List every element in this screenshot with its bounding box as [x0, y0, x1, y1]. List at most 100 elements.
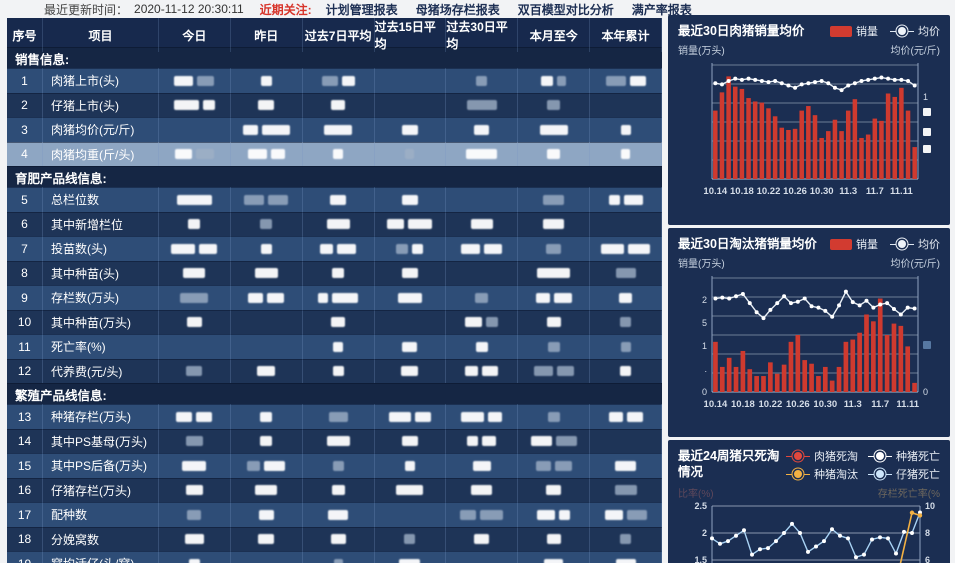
table-row[interactable]: 15 其中PS后备(万头)	[7, 453, 662, 478]
report-link-1[interactable]: 计划管理报表	[325, 2, 398, 17]
legend-item-种猪死亡[interactable]: 种猪死亡	[868, 448, 940, 464]
legend-item-均价[interactable]: 均价	[890, 236, 940, 252]
redacted-blob	[260, 219, 273, 230]
redacted-value-cell	[230, 428, 303, 453]
row-item-label: 投苗数(头)	[43, 236, 159, 261]
redacted-value-cell	[302, 141, 375, 166]
column-header: 过去30日平均	[446, 18, 519, 52]
redacted-value-cell	[230, 68, 303, 93]
topbar: 最近更新时间： 2020-11-12 20:30:11 近期关注: 计划管理报表…	[0, 0, 955, 18]
legend-item-均价[interactable]: 均价	[890, 23, 940, 39]
cull-sales-plot[interactable]: 10.14 10.18 10.22 10.26 10.30 11.3 11.7 11.11 2 5…	[678, 270, 940, 428]
table-row[interactable]: 4 肉猪均重(斤/头)	[7, 141, 662, 166]
row-item-label: 存栏数(万头)	[43, 285, 159, 310]
svg-text:10.26: 10.26	[786, 399, 810, 410]
pig-sales-plot[interactable]: 10.14 10.18 10.22 10.26 10.30 11.3 11.7 11.11 1	[678, 57, 940, 215]
table-row[interactable]: 3 肉猪均价(元/斤)	[7, 117, 662, 142]
report-link-3[interactable]: 双百模型对比分析	[517, 2, 614, 17]
report-links: 计划管理报表 母猪场存栏报表 双百模型对比分析 满产率报表	[326, 1, 692, 18]
redacted-blob	[326, 219, 350, 230]
legend-item-种猪淘汰[interactable]: 种猪淘汰	[786, 466, 858, 482]
table-row[interactable]: 16 仔猪存栏(万头)	[7, 477, 662, 502]
redacted-blob	[337, 243, 357, 254]
table-row[interactable]: 8 其中种苗(头)	[7, 260, 662, 285]
row-item-label: 其中PS基母(万头)	[43, 428, 159, 453]
table-row[interactable]: 17 配种数	[7, 502, 662, 527]
redacted-value-cell	[230, 92, 303, 117]
table-row[interactable]: 1 肉猪上市(头)	[7, 68, 662, 93]
redacted-blob	[556, 366, 574, 377]
legend-line-marker	[868, 469, 892, 479]
legend-item-销量[interactable]: 销量	[830, 23, 878, 39]
redacted-value-cell	[230, 404, 303, 429]
redacted-value-cell	[518, 453, 591, 478]
legend-item-肉猪死淘[interactable]: 肉猪死淘	[786, 448, 858, 464]
redacted-value-cell	[159, 68, 231, 93]
table-row[interactable]: 2 仔猪上市(头)	[7, 92, 662, 117]
table-row[interactable]: 12 代养费(元/头)	[7, 358, 662, 383]
redacted-value-cell	[302, 453, 375, 478]
redacted-blob	[188, 558, 200, 563]
redacted-blob	[332, 268, 345, 279]
redacted-blob	[180, 292, 209, 303]
redacted-value-cell	[374, 551, 447, 563]
redacted-value-cell	[590, 285, 662, 310]
table-row[interactable]: 7 投苗数(头)	[7, 236, 662, 261]
redacted-blob	[546, 485, 562, 496]
table-row[interactable]: 14 其中PS基母(万头)	[7, 428, 662, 453]
redacted-value-cell	[446, 117, 519, 142]
redacted-blob	[620, 366, 632, 377]
redacted-value-cell	[302, 92, 375, 117]
redacted-blob	[553, 292, 572, 303]
redacted-value-cell	[374, 117, 447, 142]
redacted-blob	[258, 534, 275, 545]
legend-item-销量[interactable]: 销量	[830, 236, 878, 252]
legend-item-仔猪死亡[interactable]: 仔猪死亡	[868, 466, 940, 482]
row-item-label: 肉猪均价(元/斤)	[43, 117, 159, 142]
report-link-4[interactable]: 满产率报表	[631, 2, 692, 17]
redacted-blob	[541, 75, 554, 86]
section-header: 销售信息:	[7, 47, 662, 68]
redacted-value-cell	[590, 309, 662, 334]
redacted-blob	[195, 149, 214, 160]
row-item-label: 总栏位数	[43, 187, 159, 212]
svg-text:11.11: 11.11	[896, 399, 919, 410]
redacted-value-cell	[518, 141, 591, 166]
legend-line-marker	[890, 26, 914, 36]
svg-text:2: 2	[702, 295, 707, 305]
table-row[interactable]: 9 存栏数(万头)	[7, 285, 662, 310]
redacted-value-cell	[302, 187, 375, 212]
redacted-blob	[176, 411, 193, 422]
redacted-blob	[267, 292, 285, 303]
table-row[interactable]: 6 其中新增栏位	[7, 211, 662, 236]
table-row[interactable]: 19窝均活仔(头/窝)	[7, 551, 662, 563]
redacted-blob	[475, 341, 488, 352]
table-row[interactable]: 18 分娩窝数	[7, 526, 662, 551]
redacted-blob	[186, 366, 203, 377]
redacted-blob	[530, 436, 552, 447]
redacted-blob	[620, 341, 631, 352]
table-row[interactable]: 10 其中种苗(万头)	[7, 309, 662, 334]
redacted-blob	[176, 194, 212, 205]
redacted-blob	[471, 485, 493, 496]
legend-label: 销量	[856, 239, 878, 251]
row-item-label: 其中PS后备(万头)	[43, 453, 159, 478]
redacted-value-cell	[590, 260, 662, 285]
table-row[interactable]: 13 种猪存栏(万头)	[7, 404, 662, 429]
redacted-blob	[546, 534, 561, 545]
redacted-value-cell	[518, 236, 591, 261]
redacted-blob	[258, 509, 274, 520]
report-link-2[interactable]: 母猪场存栏报表	[415, 2, 500, 17]
deaths-plot[interactable]: 2.5 10 2 8 1.5 6	[678, 500, 940, 563]
row-number: 12	[7, 358, 43, 383]
redacted-blob	[254, 268, 278, 279]
table-row[interactable]: 11 死亡率(%)	[7, 334, 662, 359]
redacted-blob	[270, 149, 285, 160]
redacted-value-cell	[374, 141, 447, 166]
redacted-value-cell	[230, 334, 303, 359]
redacted-value-cell	[302, 309, 375, 334]
redacted-value-cell	[518, 502, 591, 527]
row-number: 7	[7, 236, 43, 261]
table-row[interactable]: 5 总栏位数	[7, 187, 662, 212]
